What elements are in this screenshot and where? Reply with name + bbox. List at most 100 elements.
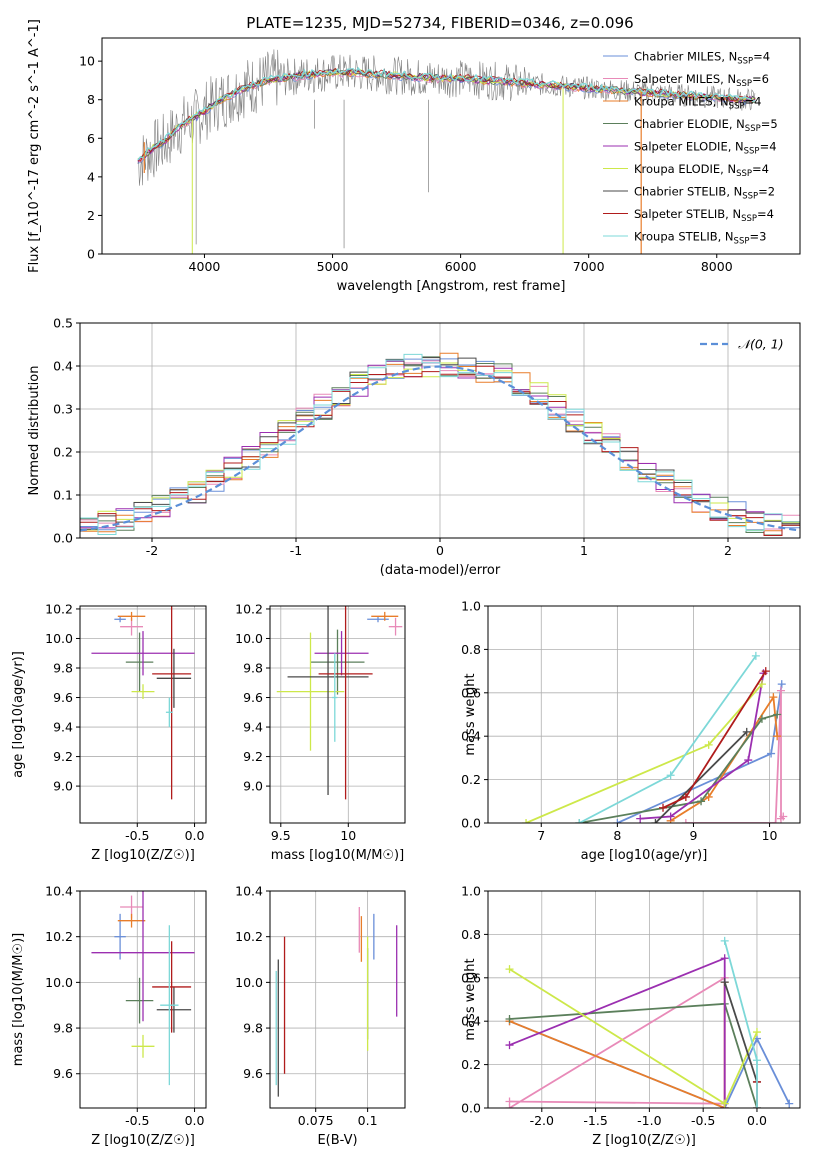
y-tick-label: 9.2 <box>243 749 263 764</box>
weight-marker <box>505 1104 514 1108</box>
legend-label: Salpeter MILES, NSSP=6 <box>634 72 769 89</box>
legend-value: =4 <box>753 50 770 64</box>
y-tick-label: 9.8 <box>53 1021 73 1036</box>
y-tick-label: 0.0 <box>53 531 73 546</box>
x-tick-label: 9 <box>689 828 697 843</box>
y-tick-label: 10.4 <box>235 884 263 899</box>
weight-marker <box>761 667 770 676</box>
plot-area-residuals <box>80 352 800 536</box>
weight-marker <box>505 965 514 974</box>
y-tick-label: 0.0 <box>461 1101 481 1116</box>
figure-title: PLATE=1235, MJD=52734, FIBERID=0346, z=0… <box>246 14 633 32</box>
x-tick-label: 10 <box>762 828 778 843</box>
y-tick-label: 10.0 <box>235 975 263 990</box>
x-axis-label: Z [log10(Z/Z☉)] <box>91 848 195 863</box>
y-tick-label: 10.2 <box>45 929 73 944</box>
weight-marker <box>505 1015 514 1024</box>
weight-marker <box>751 651 760 660</box>
y-tick-label: 9.8 <box>53 661 73 676</box>
y-tick-label: 0.5 <box>53 316 73 331</box>
weight-marker <box>757 714 766 723</box>
y-tick-label: 0.4 <box>461 1014 481 1029</box>
axes-frame <box>487 605 801 824</box>
weight-marker <box>757 680 766 689</box>
y-tick-label: 2 <box>87 208 95 223</box>
plot-area-weight_vs_Z <box>505 936 794 1108</box>
y-tick-label: 10.2 <box>235 929 263 944</box>
weight-marker <box>505 1041 514 1050</box>
y-tick-label: 10 <box>79 54 95 69</box>
weight-marker <box>666 812 675 821</box>
x-axis-label: Z [log10(Z/Z☉)] <box>592 1133 696 1148</box>
x-tick-label: -0.5 <box>125 828 149 843</box>
y-axis-label: Normed distribution <box>27 366 42 496</box>
weight-line-6 <box>654 731 748 823</box>
x-tick-label: 0.0 <box>185 1113 205 1128</box>
plot-area-spectrum <box>137 49 756 254</box>
legend-subscript: SSP <box>734 237 750 247</box>
panel-age_vs_mass: 9.5 10 9.0 9.2 9.4 9.6 9.8 10.0 10.2 mass [log10(… <box>235 601 406 863</box>
x-tick-label: 6000 <box>445 259 477 274</box>
x-tick-label: 7 <box>537 828 545 843</box>
weight-line-5 <box>525 683 763 823</box>
legend-subscript: SSP <box>729 102 745 112</box>
y-tick-label: 0.8 <box>461 642 481 657</box>
weight-marker <box>636 814 645 823</box>
weight-marker <box>681 819 690 823</box>
y-tick-label: 10.2 <box>45 601 73 616</box>
weight-marker <box>752 1056 761 1065</box>
legend-label: Kroupa ELODIE, NSSP=4 <box>634 162 769 179</box>
y-tick-label: 0.4 <box>53 359 73 374</box>
y-tick-label: 8 <box>87 92 95 107</box>
y-tick-label: 10.0 <box>45 975 73 990</box>
y-tick-label: 9.4 <box>243 720 263 735</box>
weight-marker <box>779 812 788 821</box>
weight-line-8 <box>578 655 757 823</box>
weight-marker <box>752 1028 761 1037</box>
legend-value: =4 <box>744 95 761 109</box>
legend-value: =5 <box>761 117 778 131</box>
y-tick-label: 0.1 <box>53 488 73 503</box>
legend-subscript: SSP <box>736 169 752 179</box>
x-tick-label: -2 <box>146 543 158 558</box>
y-tick-label: 9.6 <box>53 1066 73 1081</box>
axes-frame <box>487 890 801 1109</box>
legend-value: =6 <box>752 72 769 86</box>
y-tick-label: 9.0 <box>53 779 73 794</box>
legend-value: =2 <box>758 185 775 199</box>
model-spectrum-8 <box>137 66 756 161</box>
legend-label: Kroupa STELIB, NSSP=3 <box>634 230 766 247</box>
x-tick-label: -1.0 <box>637 1113 661 1128</box>
y-tick-label: 10.0 <box>235 631 263 646</box>
panel-weight_vs_age: 7 8 9 10 0.0 0.2 0.4 0.6 0.8 1.0 age [log10(age/yr… <box>461 599 801 863</box>
weight-marker <box>767 749 776 758</box>
x-axis-label: mass [log10(M/M☉)] <box>271 848 404 863</box>
y-tick-label: 0.8 <box>461 927 481 942</box>
x-tick-label: 0.0 <box>747 1113 767 1128</box>
legend-value: =4 <box>752 162 769 176</box>
panel-weight_vs_Z: -2.0 -1.5 -1.0 -0.5 0.0 0.0 0.2 0.4 0.6 0.8 1.0 Z [… <box>461 884 801 1148</box>
panel-mass_vs_ebv: 0.075 0.1 9.6 9.8 10.0 10.2 10.4 E(B-V) <box>235 884 406 1148</box>
weight-line-4 <box>640 673 765 820</box>
y-tick-label: 0.4 <box>461 729 481 744</box>
weight-marker <box>720 978 729 987</box>
x-axis-label: age [log10(age/yr)] <box>581 848 708 863</box>
x-tick-label: 0.1 <box>358 1113 378 1128</box>
x-tick-label: -0.5 <box>691 1113 715 1128</box>
y-tick-label: 9.6 <box>243 690 263 705</box>
weight-marker <box>720 936 729 945</box>
y-axis-label: Flux [f_λ10^-17 erg cm^-2 s^-1 A^-1] <box>27 19 42 273</box>
weight-marker <box>575 819 584 823</box>
y-tick-label: 9.0 <box>243 779 263 794</box>
y-axis-label: mass weight <box>463 673 478 755</box>
x-tick-label: 4000 <box>189 259 221 274</box>
axes-frame <box>269 605 406 824</box>
y-axis-label: age [log10(age/yr)] <box>11 651 26 778</box>
y-tick-label: 10.0 <box>45 631 73 646</box>
y-tick-label: 0.2 <box>461 772 481 787</box>
x-axis-label: E(B-V) <box>317 1133 357 1148</box>
plot-area-weight_vs_age <box>522 651 788 823</box>
x-tick-label: -1 <box>290 543 302 558</box>
weight-marker <box>769 693 778 702</box>
y-tick-label: 4 <box>87 169 95 184</box>
